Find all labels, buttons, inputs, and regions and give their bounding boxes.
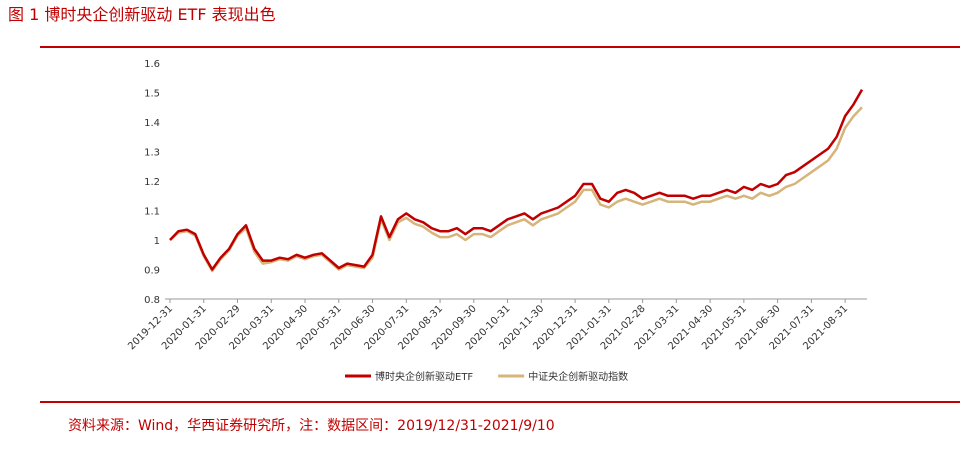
y-tick-label: 1.2 xyxy=(144,177,160,188)
source-note: 资料来源：Wind，华西证券研究所，注：数据区间：2019/12/31-2021… xyxy=(68,418,555,434)
y-tick-label: 1.4 xyxy=(144,118,160,129)
y-tick-label: 1.1 xyxy=(144,207,160,218)
y-tick-label: 0.8 xyxy=(144,295,160,306)
y-tick-label: 1.5 xyxy=(144,89,160,100)
y-tick-label: 1 xyxy=(154,236,160,247)
y-tick-label: 1.3 xyxy=(144,148,160,159)
legend-label: 中证央企创新驱动指数 xyxy=(528,370,628,383)
y-tick-label: 1.6 xyxy=(144,59,160,70)
legend-label: 博时央企创新驱动ETF xyxy=(375,370,473,383)
series-line xyxy=(169,106,863,273)
y-tick-label: 0.9 xyxy=(144,266,160,277)
chart-title: 图 1 博时央企创新驱动 ETF 表现出色 xyxy=(8,5,276,24)
series-line xyxy=(169,88,864,271)
